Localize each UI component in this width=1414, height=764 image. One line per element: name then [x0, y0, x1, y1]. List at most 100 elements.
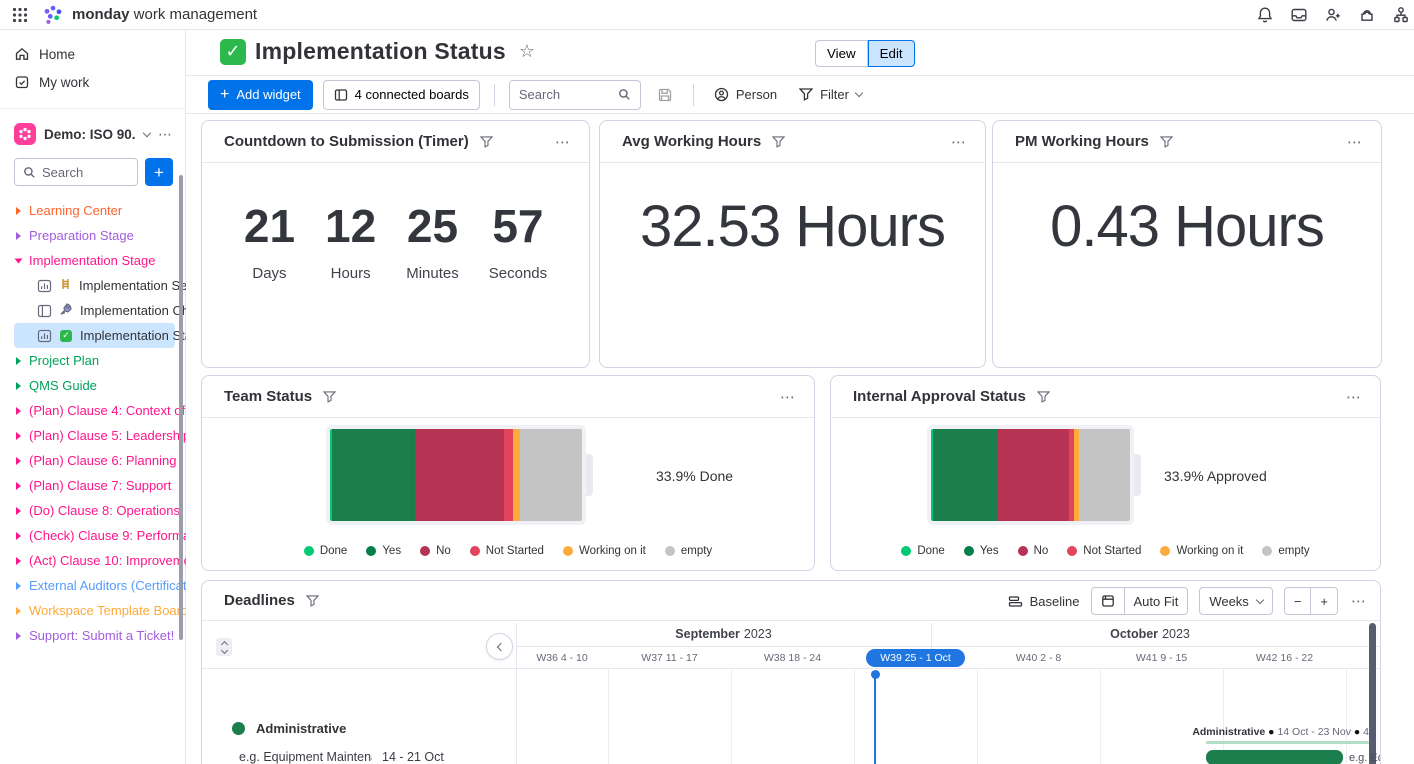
chevron-collapsed-icon	[16, 481, 21, 490]
sidebar-board-item[interactable]: ✓ Implementation Stat...	[14, 323, 206, 348]
fit-calendar-icon[interactable]	[1092, 588, 1124, 614]
sidebar-board-item[interactable]: (Do) Clause 8: Operations	[0, 498, 185, 523]
widget-menu-icon[interactable]: ⋯	[951, 133, 967, 151]
board-label: Implementation Setup	[79, 278, 206, 293]
grid-line	[1100, 668, 1101, 764]
legend-dot	[420, 546, 431, 556]
bell-icon[interactable]	[1255, 5, 1274, 24]
widget-menu-icon[interactable]: ⋯	[1346, 388, 1362, 406]
gantt-group-row[interactable]: Administrative	[232, 721, 346, 736]
filter-funnel-icon[interactable]	[305, 594, 319, 607]
inbox-icon[interactable]	[1289, 5, 1308, 24]
gantt-month-label: September 2023	[675, 627, 772, 641]
filter-button[interactable]: Filter	[793, 87, 868, 102]
scale-select[interactable]: Weeks	[1199, 587, 1273, 615]
collapse-panel-icon[interactable]	[216, 638, 232, 656]
sidebar-search-input[interactable]: Search	[14, 158, 138, 186]
filter-funnel-icon[interactable]	[1036, 390, 1050, 403]
gantt-chart: September 2023 October 2023 W36 4 - 10 W37 11…	[202, 621, 1380, 764]
pm-hours-value: 0.43 Hours	[1050, 194, 1325, 259]
divider	[202, 668, 1380, 669]
sidebar-board-item[interactable]: Project Plan	[0, 348, 185, 373]
zoom-group: − +	[1283, 587, 1338, 615]
favorite-star-icon[interactable]: ☆	[518, 41, 535, 61]
sidebar-board-item[interactable]: (Check) Clause 9: Performan...	[0, 523, 208, 548]
legend-label: Not Started	[1083, 545, 1142, 557]
today-marker-dot	[871, 670, 880, 679]
legend-label: Working on it	[578, 545, 646, 557]
add-board-button[interactable]: +	[145, 158, 173, 186]
widget-menu-icon[interactable]: ⋯	[1351, 593, 1367, 610]
board-label: Workspace Template Boards	[29, 603, 195, 618]
sidebar-board-item[interactable]: (Plan) Clause 5: Leadership	[0, 423, 190, 448]
countdown-unit: 57 Seconds	[489, 199, 547, 282]
sidebar-board-item[interactable]: Implementation Stage	[0, 248, 185, 273]
task-name: e.g. Equipment Maintenance ...	[239, 750, 372, 764]
sidebar-board-item[interactable]: External Auditors (Certificati...	[0, 573, 200, 598]
auto-fit-button[interactable]: Auto Fit	[1133, 593, 1179, 609]
divider	[493, 83, 495, 106]
save-icon[interactable]	[651, 87, 679, 103]
baseline-button[interactable]: Baseline	[1008, 594, 1080, 609]
board-label: (Check) Clause 9: Performan...	[29, 528, 209, 543]
widget-menu-icon[interactable]: ⋯	[1347, 133, 1363, 151]
ladder-emoji-icon	[60, 278, 71, 293]
monday-logo-icon[interactable]	[42, 4, 64, 26]
gantt-task-row[interactable]: e.g. Equipment Maintenance ... 14 - 21 Oc…	[239, 750, 499, 764]
battery-chart	[927, 425, 1141, 525]
sidebar-board-item[interactable]: (Plan) Clause 7: Support	[0, 473, 185, 498]
chevron-collapsed-icon	[16, 456, 21, 465]
scroll-left-button[interactable]	[486, 633, 513, 660]
gantt-scrollbar[interactable]	[1369, 623, 1376, 764]
connected-boards-button[interactable]: 4 connected boards	[322, 79, 480, 110]
countdown-label: Minutes	[406, 265, 459, 282]
sidebar-board-item[interactable]: (Plan) Clause 4: Context of t...	[0, 398, 203, 423]
sidebar-board-item[interactable]: Workspace Template Boards	[0, 598, 195, 623]
gantt-week-label	[1346, 647, 1369, 668]
sidebar-board-item[interactable]: Learning Center	[0, 198, 185, 223]
workspace-selector[interactable]: Demo: ISO 90... ⋯	[0, 119, 185, 149]
filter-funnel-icon[interactable]	[772, 135, 786, 148]
gantt-task-bar[interactable]	[1206, 750, 1343, 764]
widget-menu-icon[interactable]: ⋯	[555, 133, 571, 151]
countdown-value: 12	[325, 200, 377, 252]
legend-label: Yes	[979, 545, 999, 557]
apps-grid-icon[interactable]	[12, 7, 28, 23]
widget-menu-icon[interactable]: ⋯	[780, 388, 796, 406]
zoom-in-button[interactable]: +	[1320, 593, 1328, 609]
sitemap-icon[interactable]	[1391, 5, 1410, 24]
gantt-controls: Baseline Auto Fit Weeks − + ⋯	[1008, 587, 1367, 615]
widget-title: Deadlines	[224, 592, 295, 609]
workspace-menu-icon[interactable]: ⋯	[158, 125, 173, 142]
person-filter-button[interactable]: Person	[708, 87, 783, 102]
grid-line	[977, 668, 978, 764]
invite-member-icon[interactable]	[1323, 5, 1342, 24]
filter-funnel-icon[interactable]	[323, 390, 337, 403]
baseline-icon	[1008, 595, 1022, 607]
sidebar-item-my-work[interactable]: My work	[0, 68, 185, 96]
sidebar-item-home[interactable]: Home	[0, 40, 185, 68]
chevron-collapsed-icon	[16, 206, 21, 215]
sidebar-board-item[interactable]: QMS Guide	[0, 373, 185, 398]
view-button[interactable]: View	[815, 40, 868, 67]
marketplace-icon[interactable]	[1357, 5, 1376, 24]
sidebar-board-item[interactable]: Implementation Che...	[0, 298, 207, 323]
grid-line	[1346, 668, 1347, 764]
sidebar-scrollbar[interactable]	[179, 175, 183, 640]
sidebar-board-item[interactable]: Implementation Setup	[0, 273, 205, 298]
filter-funnel-icon[interactable]	[1159, 135, 1173, 148]
legend-dot	[1262, 546, 1273, 556]
widget-search-input[interactable]	[518, 87, 612, 102]
add-widget-button[interactable]: + Add widget	[208, 79, 313, 110]
legend-dot	[366, 546, 377, 556]
sidebar-board-item[interactable]: (Plan) Clause 6: Planning	[0, 448, 185, 473]
sidebar-board-item[interactable]: (Act) Clause 10: Improvement	[0, 548, 202, 573]
zoom-out-button[interactable]: −	[1293, 593, 1302, 609]
countdown-value: 57	[492, 200, 544, 252]
edit-button[interactable]: Edit	[867, 40, 915, 67]
battery-segment-no	[415, 429, 505, 521]
current-week-pill[interactable]: W39 25 - 1 Oct	[866, 648, 965, 667]
sidebar-board-item[interactable]: Preparation Stage	[0, 223, 185, 248]
sidebar-board-item[interactable]: Support: Submit a Ticket!	[0, 623, 185, 648]
filter-funnel-icon[interactable]	[479, 135, 493, 148]
